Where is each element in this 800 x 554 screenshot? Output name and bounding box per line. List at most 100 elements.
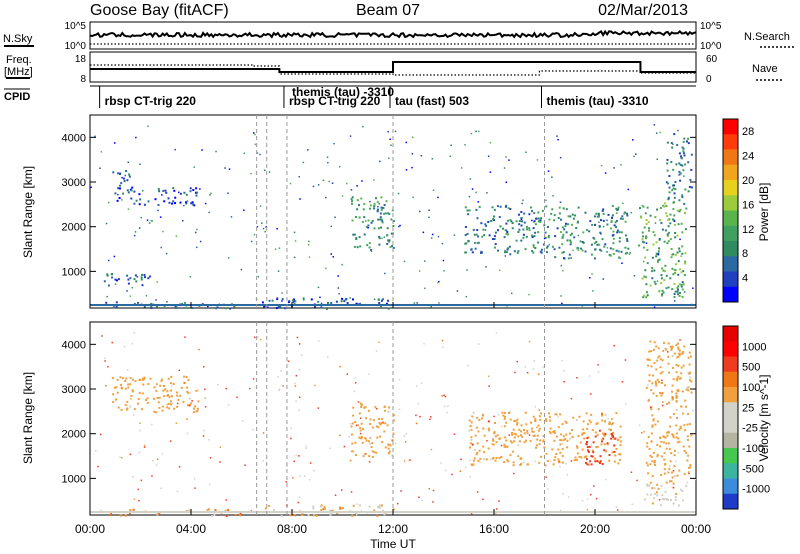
heatmap-cell bbox=[243, 209, 245, 211]
heatmap-cell bbox=[685, 484, 688, 487]
heatmap-cell bbox=[651, 382, 654, 385]
heatmap-cell bbox=[155, 383, 158, 386]
heatmap-cell bbox=[619, 453, 622, 456]
colorbar-swatch bbox=[723, 164, 738, 181]
heatmap-cell bbox=[139, 198, 142, 201]
heatmap-cell bbox=[196, 191, 198, 194]
heatmap-cell bbox=[186, 404, 189, 407]
heatmap-cell bbox=[361, 441, 364, 444]
heatmap-cell bbox=[116, 279, 118, 282]
heatmap-cell bbox=[489, 171, 492, 173]
heatmap-cell bbox=[596, 433, 599, 436]
heatmap-cell bbox=[547, 234, 550, 237]
colorbar-swatch bbox=[723, 180, 738, 196]
heatmap-cell bbox=[541, 248, 543, 251]
heatmap-cell bbox=[658, 247, 661, 250]
heatmap-cell bbox=[668, 191, 671, 194]
heatmap-cell bbox=[509, 454, 512, 457]
heatmap-cell bbox=[264, 230, 266, 233]
heatmap-cell bbox=[144, 276, 146, 279]
heatmap-cell bbox=[665, 442, 668, 445]
heatmap-cell bbox=[196, 228, 198, 231]
freq-unit-label: [MHz] bbox=[4, 66, 33, 78]
heatmap-cell bbox=[653, 461, 656, 464]
heatmap-cell bbox=[676, 395, 678, 398]
heatmap-cell bbox=[131, 389, 134, 392]
heatmap-cell bbox=[387, 410, 390, 413]
heatmap-cell bbox=[610, 432, 613, 435]
heatmap-cell bbox=[585, 461, 587, 464]
heatmap-cell bbox=[667, 351, 669, 353]
heatmap-cell bbox=[659, 436, 661, 439]
heatmap-cell bbox=[449, 155, 451, 157]
heatmap-cell bbox=[669, 345, 672, 348]
heatmap-cell bbox=[379, 306, 382, 308]
heatmap-cell bbox=[599, 460, 602, 463]
heatmap-cell bbox=[596, 422, 599, 425]
heatmap-cell bbox=[586, 508, 589, 511]
heatmap-cell bbox=[681, 412, 684, 415]
heatmap-cell bbox=[409, 459, 411, 461]
heatmap-cell bbox=[651, 267, 654, 269]
heatmap-cell bbox=[689, 376, 692, 379]
heatmap-cell bbox=[118, 197, 121, 199]
heatmap-cell bbox=[491, 238, 494, 240]
heatmap-cell bbox=[538, 443, 541, 446]
velocity-panel-frame bbox=[89, 321, 697, 516]
heatmap-cell bbox=[654, 380, 657, 383]
heatmap-cell bbox=[566, 473, 569, 476]
heatmap-cell bbox=[478, 205, 481, 208]
heatmap-cell bbox=[487, 447, 490, 450]
heatmap-cell bbox=[254, 143, 257, 146]
heatmap-cell bbox=[653, 459, 656, 462]
heatmap-cell bbox=[387, 443, 390, 446]
heatmap-cell bbox=[658, 290, 661, 293]
heatmap-cell bbox=[674, 188, 677, 191]
heatmap-cell bbox=[661, 371, 664, 374]
heatmap-cell bbox=[526, 228, 529, 231]
heatmap-cell bbox=[554, 456, 557, 459]
heatmap-cell bbox=[669, 238, 672, 241]
heatmap-cell bbox=[398, 225, 400, 228]
heatmap-cell bbox=[379, 506, 382, 509]
heatmap-cell bbox=[644, 269, 647, 272]
heatmap-cell bbox=[106, 295, 108, 298]
heatmap-cell bbox=[570, 397, 573, 400]
heatmap-cell bbox=[195, 231, 197, 234]
heatmap-cell bbox=[293, 460, 295, 463]
heatmap-cell bbox=[609, 247, 612, 250]
heatmap-cell bbox=[554, 256, 557, 259]
heatmap-cell bbox=[513, 420, 516, 422]
heatmap-cell bbox=[646, 445, 649, 448]
heatmap-cell bbox=[520, 211, 523, 213]
heatmap-cell bbox=[626, 238, 629, 240]
heatmap-cell bbox=[673, 192, 676, 195]
heatmap-cell bbox=[582, 231, 585, 234]
heatmap-cell bbox=[545, 420, 548, 422]
heatmap-cell bbox=[279, 305, 282, 308]
heatmap-cell bbox=[354, 377, 356, 379]
nsky-series bbox=[89, 29, 697, 45]
heatmap-cell bbox=[603, 443, 606, 446]
heatmap-cell bbox=[645, 461, 648, 464]
heatmap-cell bbox=[145, 295, 148, 297]
heatmap-cell bbox=[387, 447, 390, 450]
heatmap-cell bbox=[430, 416, 432, 418]
heatmap-cell bbox=[495, 457, 498, 459]
heatmap-cell bbox=[617, 438, 620, 441]
heatmap-cell bbox=[112, 393, 115, 396]
heatmap-cell bbox=[163, 306, 166, 308]
heatmap-cell bbox=[682, 445, 685, 448]
heatmap-cell bbox=[350, 198, 353, 200]
heatmap-cell bbox=[535, 217, 538, 220]
heatmap-cell bbox=[686, 435, 689, 438]
heatmap-cell bbox=[559, 413, 562, 416]
colorbar-swatch bbox=[723, 432, 738, 449]
heatmap-cell bbox=[474, 434, 477, 437]
heatmap-cell bbox=[388, 240, 391, 243]
heatmap-cell bbox=[480, 251, 482, 254]
heatmap-cell bbox=[134, 274, 137, 277]
heatmap-cell bbox=[280, 370, 282, 372]
heatmap-cell bbox=[678, 469, 681, 472]
heatmap-cell bbox=[278, 389, 280, 391]
